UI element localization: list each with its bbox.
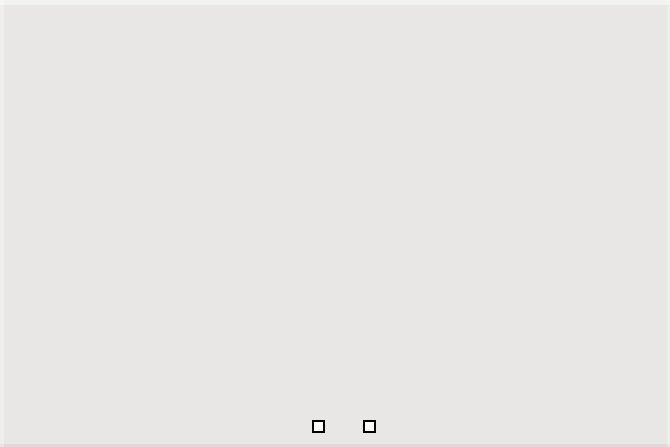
germany-swatch-icon [312, 419, 325, 433]
legend-item-germany [312, 419, 333, 433]
legend [28, 415, 668, 437]
france-swatch-icon [363, 419, 376, 433]
legend-item-france [363, 419, 384, 433]
